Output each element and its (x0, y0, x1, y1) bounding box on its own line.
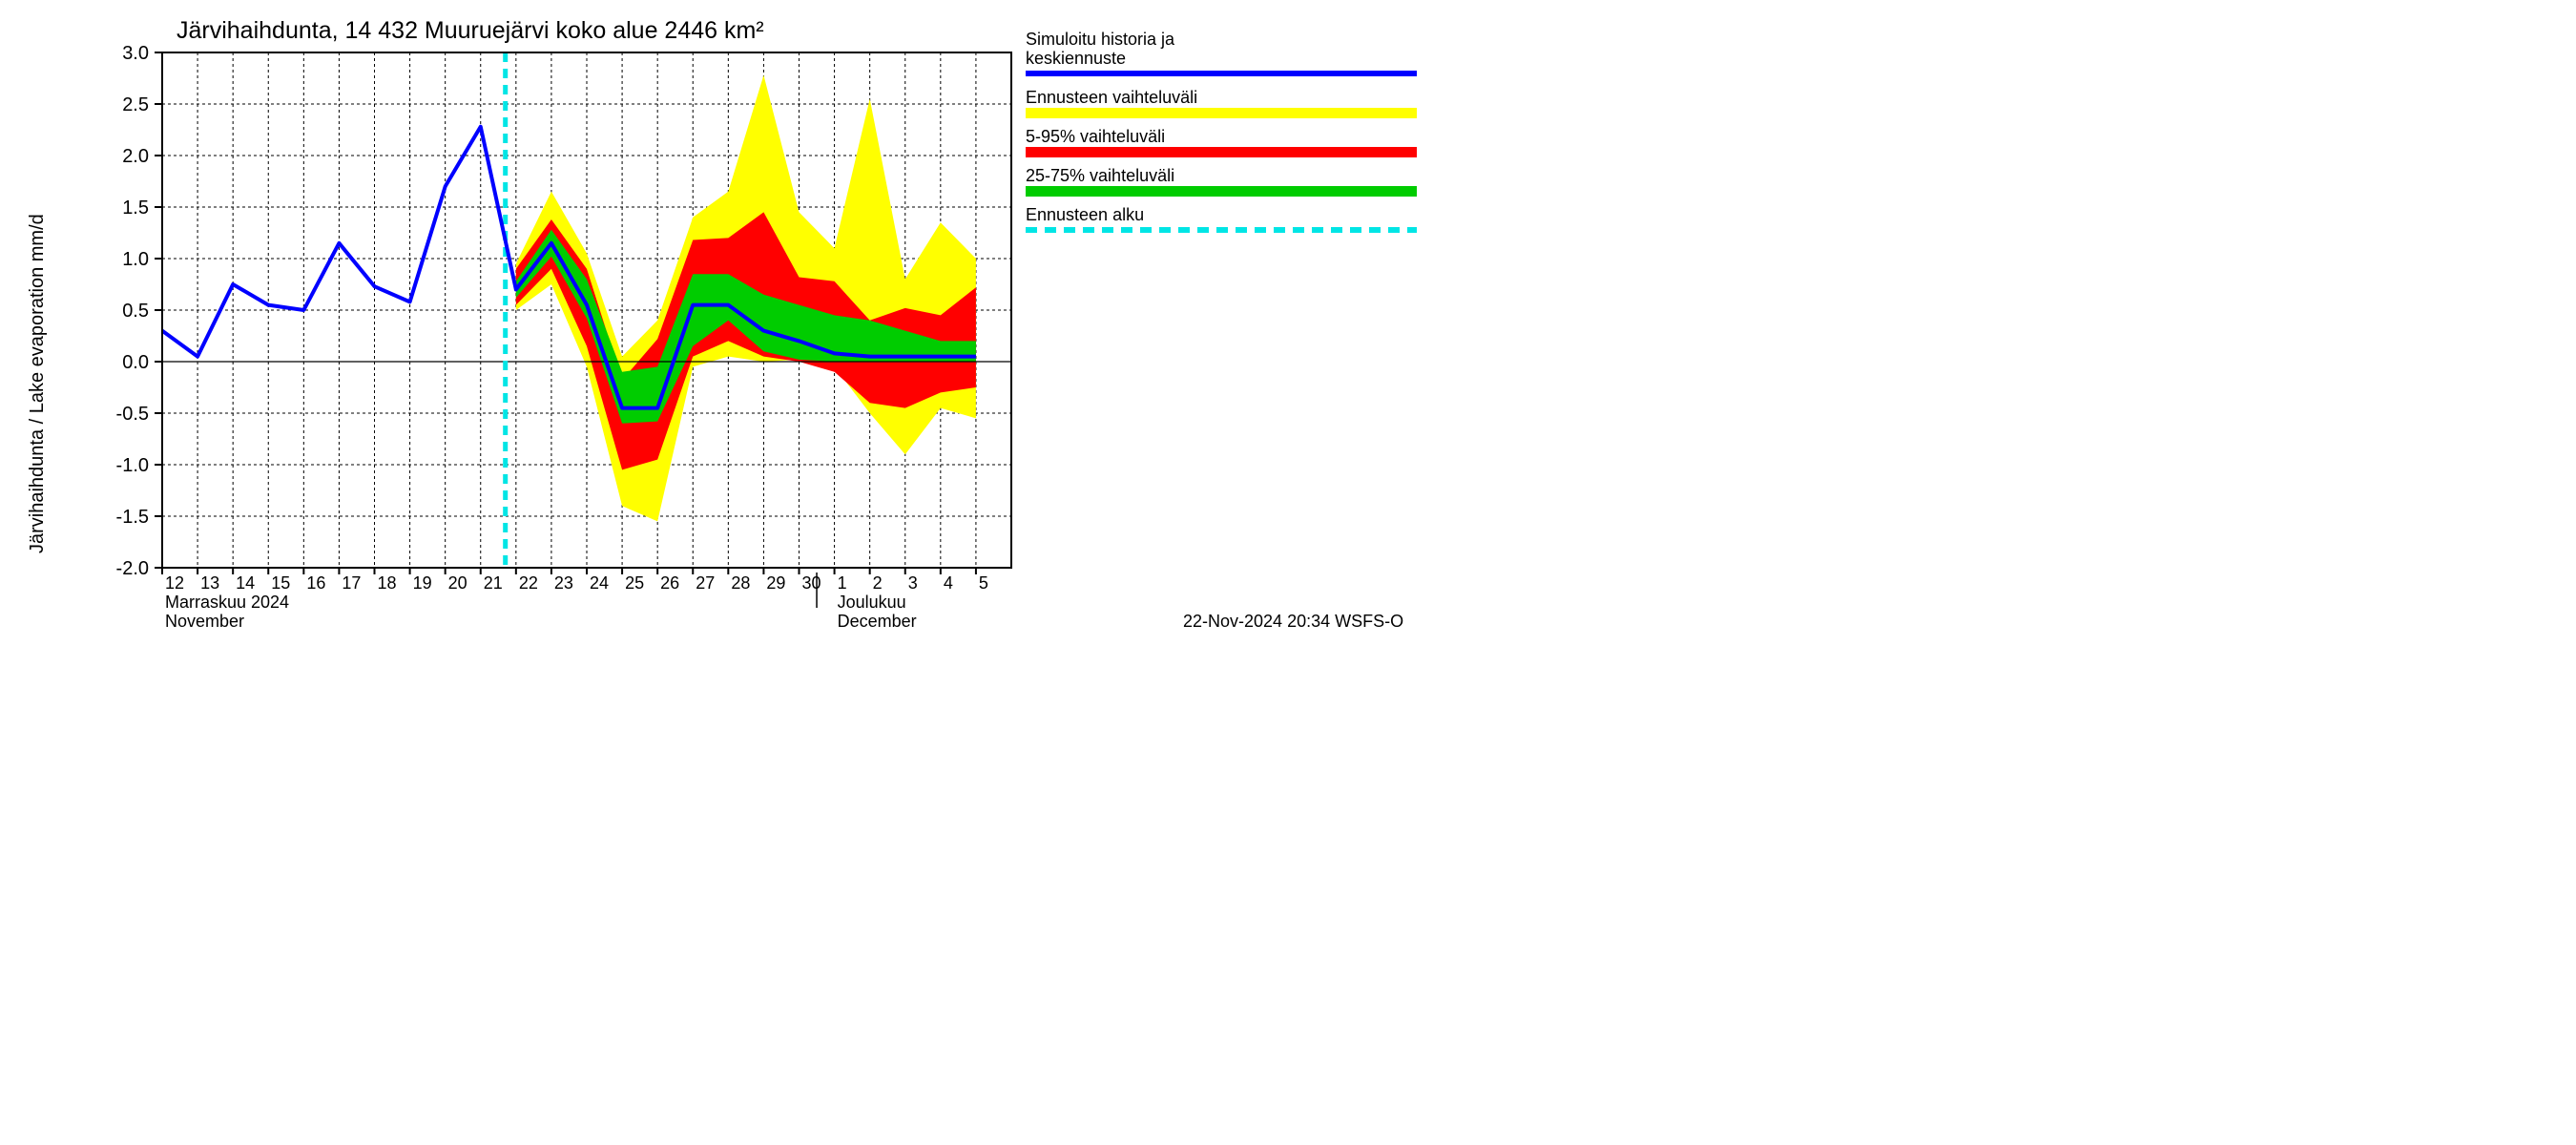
month-label-fi: Marraskuu 2024 (165, 593, 289, 612)
ytick-label: -1.5 (116, 507, 149, 528)
xtick-label: 17 (342, 573, 361, 593)
xtick-label: 24 (590, 573, 609, 593)
ytick-label: -2.0 (116, 558, 149, 579)
xtick-label: 3 (908, 573, 918, 593)
xtick-label: 14 (236, 573, 255, 593)
xtick-label: 5 (979, 573, 988, 593)
xtick-label: 20 (448, 573, 467, 593)
xtick-label: 12 (165, 573, 184, 593)
month-label-fi: Joulukuu (838, 593, 906, 612)
xtick-label: 2 (873, 573, 883, 593)
lake-evaporation-chart: Järvihaihdunta, 14 432 Muuruejärvi koko … (0, 0, 1431, 636)
xtick-label: 30 (802, 573, 821, 593)
xtick-label: 26 (660, 573, 679, 593)
ytick-label: 2.5 (122, 94, 149, 115)
xtick-label: 19 (413, 573, 432, 593)
chart-title: Järvihaihdunta, 14 432 Muuruejärvi koko … (177, 17, 764, 44)
legend-label: 5-95% vaihteluväli (1026, 127, 1165, 146)
xtick-label: 18 (378, 573, 397, 593)
ytick-label: -1.0 (116, 455, 149, 476)
legend-label: Ennusteen alku (1026, 205, 1144, 224)
xtick-label: 27 (696, 573, 715, 593)
xtick-label: 23 (554, 573, 573, 593)
legend-label: Simuloitu historia ja (1026, 30, 1175, 49)
xtick-label: 29 (766, 573, 785, 593)
xtick-label: 22 (519, 573, 538, 593)
month-label-en: November (165, 612, 244, 631)
y-axis-label: Järvihaihdunta / Lake evaporation mm/d (27, 214, 48, 553)
ytick-label: -0.5 (116, 404, 149, 425)
legend-swatch-bar (1026, 147, 1417, 157)
legend-label: keskiennuste (1026, 49, 1126, 68)
xtick-label: 4 (944, 573, 953, 593)
ytick-label: 0.0 (122, 352, 149, 373)
xtick-label: 25 (625, 573, 644, 593)
ytick-label: 0.5 (122, 301, 149, 322)
ytick-label: 1.0 (122, 249, 149, 270)
footer-timestamp: 22-Nov-2024 20:34 WSFS-O (1183, 612, 1403, 631)
legend-swatch-bar (1026, 108, 1417, 118)
xtick-label: 21 (484, 573, 503, 593)
xtick-label: 1 (838, 573, 847, 593)
legend-label: 25-75% vaihteluväli (1026, 166, 1174, 185)
ytick-label: 3.0 (122, 43, 149, 64)
ytick-label: 1.5 (122, 198, 149, 219)
month-label-en: December (838, 612, 917, 631)
xtick-label: 15 (271, 573, 290, 593)
xtick-label: 16 (306, 573, 325, 593)
xtick-label: 13 (200, 573, 219, 593)
legend-label: Ennusteen vaihteluväli (1026, 88, 1197, 107)
legend-swatch-bar (1026, 186, 1417, 197)
xtick-label: 28 (731, 573, 750, 593)
ytick-label: 2.0 (122, 146, 149, 167)
